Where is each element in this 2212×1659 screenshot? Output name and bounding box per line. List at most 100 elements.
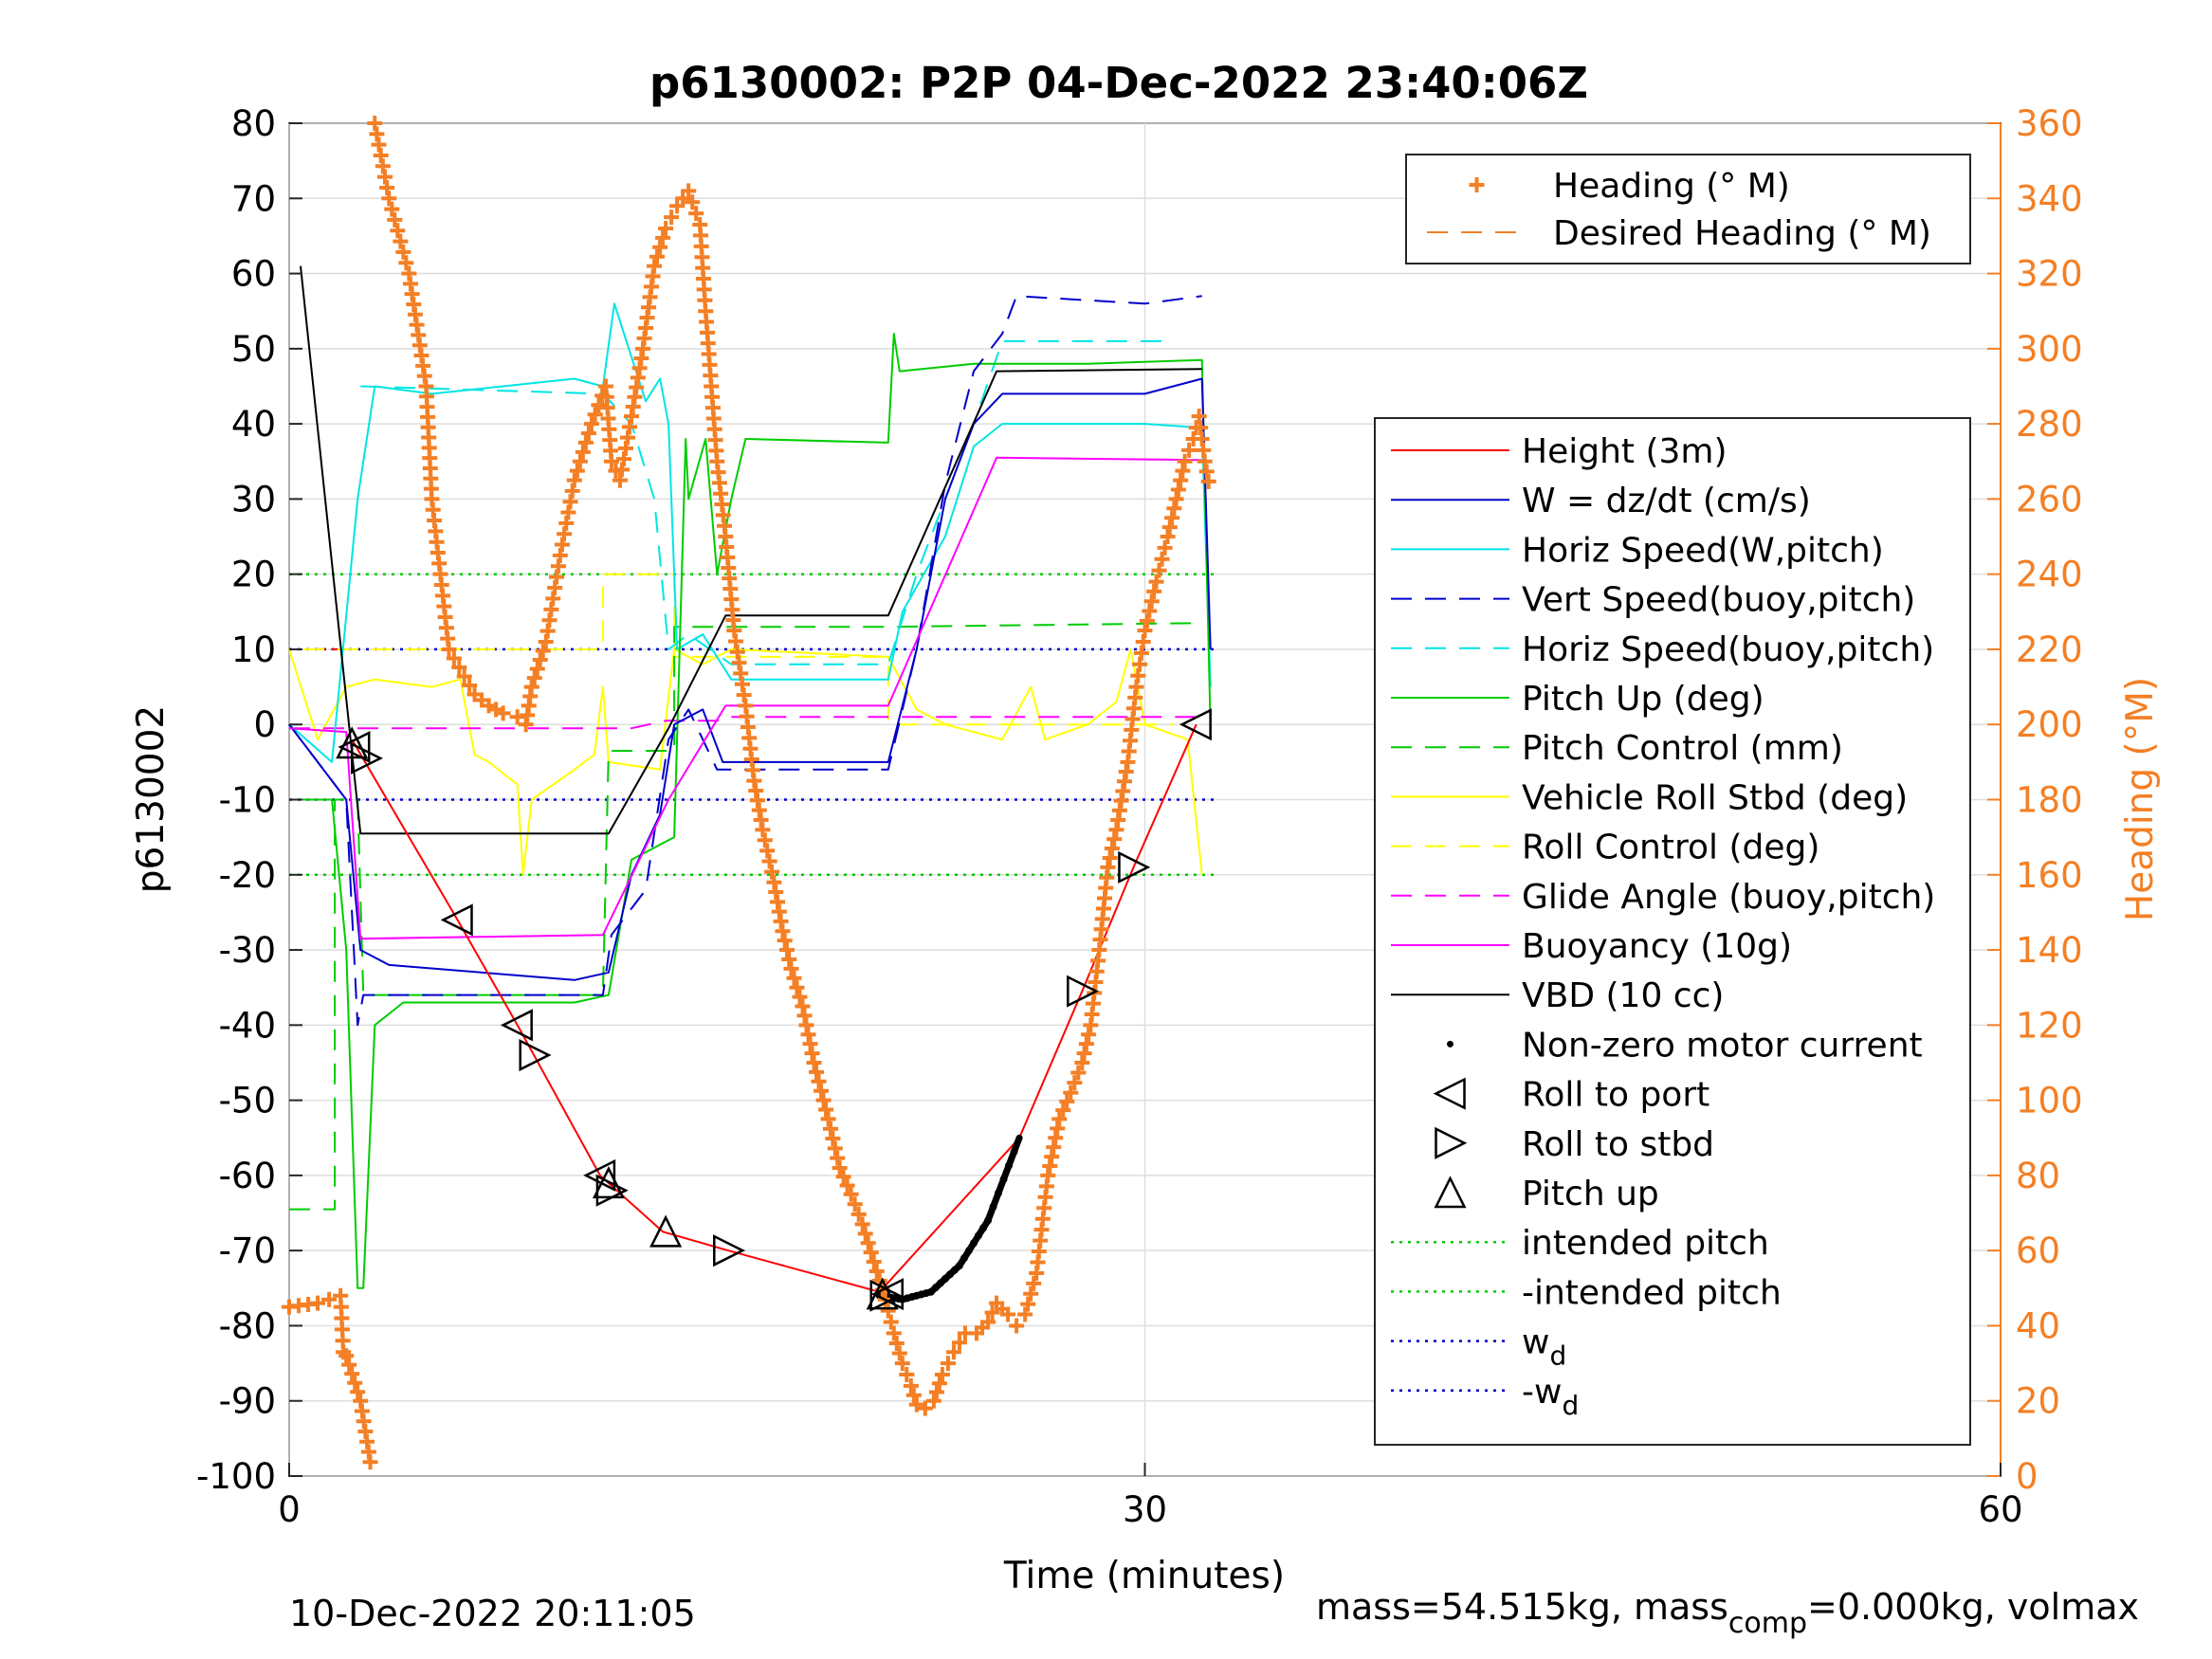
- x-axis-label: Time (minutes): [1003, 1555, 1285, 1597]
- heading-point: [462, 677, 478, 693]
- y-tick-label: 10: [231, 629, 276, 670]
- y-tick-label: 40: [231, 404, 276, 445]
- marker-pitch-up: [592, 1166, 625, 1199]
- heading-point: [934, 1366, 950, 1382]
- heading-point: [1143, 593, 1160, 610]
- heading-point: [558, 515, 575, 531]
- heading-point: [857, 1226, 873, 1242]
- heading-point: [554, 537, 570, 553]
- heading-point: [757, 832, 773, 848]
- legend-item-label: Glide Angle (buoy,pitch): [1522, 878, 1935, 917]
- heading-point: [1078, 1036, 1094, 1052]
- heading-point: [390, 223, 406, 239]
- legend-item-text: Roll to port: [1522, 1076, 1709, 1115]
- heading-point: [1148, 574, 1164, 590]
- heading-point: [795, 998, 811, 1014]
- heading-point: [928, 1384, 944, 1400]
- heading-point: [621, 419, 637, 435]
- legend-item-text: VBD (10 cc): [1522, 976, 1724, 1015]
- heading-point: [891, 1345, 907, 1361]
- legend-item-label: -intended pitch: [1522, 1273, 1782, 1312]
- heading-point: [894, 1356, 910, 1372]
- legend-heading-box: [1405, 154, 1971, 264]
- legend-item-text: W = dz/dt (cm/s): [1522, 482, 1811, 520]
- heading-point: [830, 1150, 846, 1166]
- heading-point: [362, 1454, 378, 1470]
- heading-point: [373, 147, 389, 163]
- heading-point: [495, 705, 511, 721]
- legend-item-label: -wd: [1522, 1373, 1579, 1421]
- legend-item-text: intended pitch: [1522, 1224, 1769, 1263]
- legend-item-label: Vert Speed(buoy,pitch): [1522, 581, 1915, 620]
- marker-roll-port: [500, 1009, 533, 1042]
- y-tick-label: -50: [219, 1081, 276, 1121]
- motor-current-dot: [1010, 1147, 1018, 1156]
- y-tick-label: 80: [231, 103, 276, 144]
- y-tick-label: -30: [219, 930, 276, 971]
- heading-point: [1198, 464, 1215, 480]
- footer-mass-b: =0.000kg, volmax: [1807, 1586, 2139, 1628]
- heading-point: [905, 1387, 922, 1403]
- legend-item-label: Roll to stbd: [1522, 1125, 1714, 1164]
- marker-roll-stbd: [1067, 975, 1100, 1008]
- heading-point: [1017, 1306, 1033, 1322]
- legend-item-label: Pitch Control (mm): [1522, 729, 1843, 768]
- heading-point: [847, 1196, 863, 1212]
- heading-point: [583, 416, 599, 432]
- y-right-tick-label: 220: [2016, 629, 2083, 670]
- footer-mass: mass=54.515kg, masscomp=0.000kg, volmax: [1316, 1586, 2139, 1640]
- legend-item-label: Horiz Speed(W,pitch): [1522, 531, 1884, 570]
- heading-point: [569, 463, 585, 479]
- y-tick-label: -40: [219, 1005, 276, 1046]
- heading-point: [792, 989, 808, 1005]
- heading-point: [806, 1054, 822, 1070]
- heading-point: [866, 1254, 882, 1270]
- heading-point: [778, 942, 795, 958]
- legend-item-sub: d: [1562, 1390, 1579, 1421]
- heading-point: [1161, 520, 1178, 536]
- marker-roll-port: [440, 903, 473, 937]
- heading-point: [1106, 831, 1123, 848]
- legend-item-label: Pitch Up (deg): [1522, 680, 1764, 719]
- legend-item-text: -w: [1522, 1373, 1562, 1412]
- heading-point: [617, 440, 633, 456]
- heading-point: [800, 1027, 816, 1043]
- heading-point: [532, 652, 548, 668]
- y-tick-label: -80: [219, 1305, 276, 1346]
- marker-roll-stbd: [519, 1039, 552, 1072]
- motor-current-dot: [999, 1175, 1008, 1183]
- series-roll-control: [303, 573, 1174, 726]
- heading-point: [1051, 1111, 1068, 1127]
- heading-point: [925, 1393, 941, 1409]
- y-right-tick-label: 60: [2016, 1231, 2060, 1271]
- heading-point: [1160, 529, 1176, 545]
- heading-point: [1166, 501, 1182, 517]
- y-tick-label: -70: [219, 1231, 276, 1271]
- heading-point: [886, 1325, 902, 1341]
- y-tick-label: 50: [231, 329, 276, 370]
- heading-point: [564, 483, 580, 499]
- legend-item-label: Horiz Speed(buoy,pitch): [1522, 630, 1934, 669]
- legend-heading-label: Heading (° M): [1553, 167, 1790, 206]
- heading-point: [1139, 612, 1155, 629]
- marker-roll-stbd: [869, 1279, 903, 1312]
- heading-point: [1168, 491, 1184, 507]
- heading-point: [1100, 859, 1116, 875]
- marker-pitch-up: [649, 1214, 683, 1248]
- heading-point: [341, 1357, 357, 1373]
- legend-swatch: [1447, 1040, 1453, 1048]
- heading-point: [777, 933, 793, 949]
- heading-point: [832, 1159, 848, 1176]
- heading-point: [811, 1073, 827, 1089]
- legend-item-text: w: [1522, 1323, 1549, 1362]
- legend-item-label: Pitch up: [1522, 1175, 1659, 1213]
- heading-point: [798, 1017, 814, 1033]
- heading-point: [775, 923, 791, 939]
- y-right-tick-label: 240: [2016, 555, 2083, 595]
- heading-point: [575, 444, 591, 460]
- y-tick-label: 70: [231, 178, 276, 219]
- heading-point: [535, 643, 551, 659]
- heading-point: [688, 206, 704, 222]
- heading-point: [809, 1064, 825, 1080]
- heading-point: [1063, 1085, 1079, 1101]
